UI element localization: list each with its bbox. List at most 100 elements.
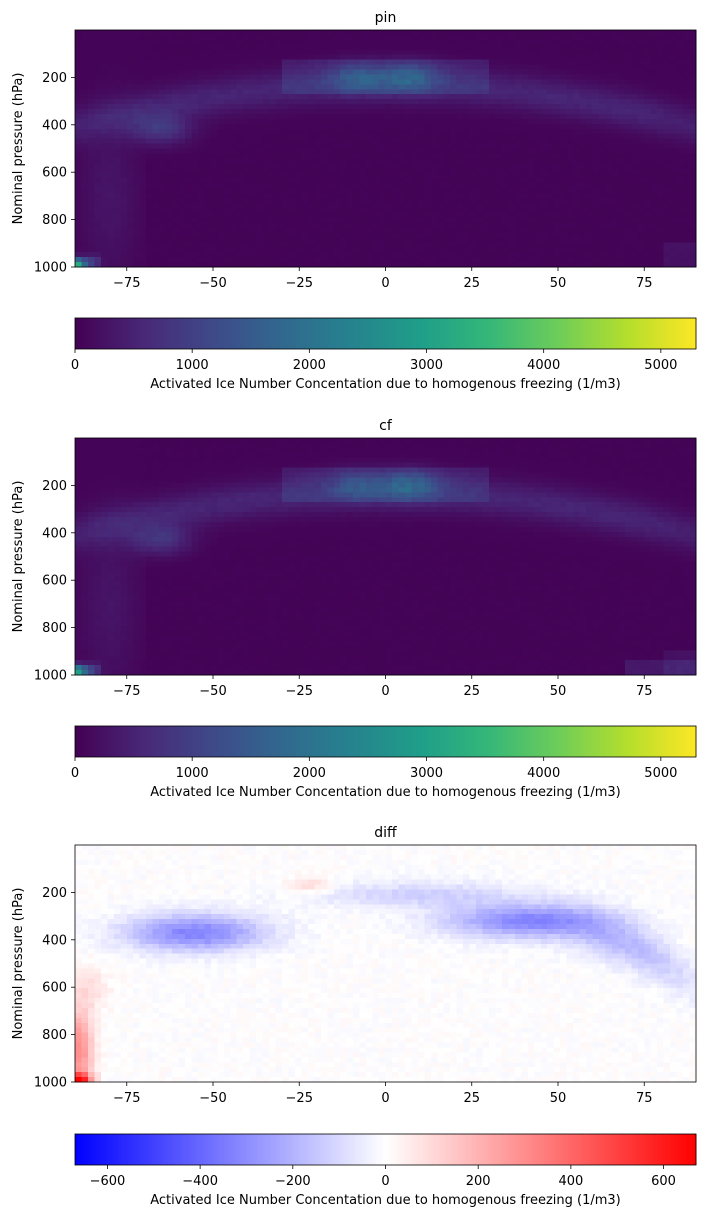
heatmap-cell bbox=[269, 217, 277, 224]
heatmap-cell bbox=[256, 44, 264, 51]
heatmap-cell bbox=[113, 104, 121, 110]
heatmap-cell bbox=[566, 237, 574, 243]
heatmap-cell bbox=[450, 59, 458, 66]
heatmap-cell bbox=[508, 89, 516, 95]
heatmap-cell bbox=[75, 605, 83, 612]
heatmap-cell bbox=[87, 123, 96, 130]
heatmap-cell bbox=[87, 143, 96, 150]
heatmap-cell bbox=[547, 257, 555, 263]
heatmap-cell bbox=[417, 197, 425, 204]
heatmap-cell bbox=[611, 242, 619, 248]
heatmap-cell bbox=[663, 84, 671, 90]
heatmap-cell bbox=[463, 232, 471, 238]
heatmap-cell bbox=[314, 64, 322, 71]
heatmap-cell bbox=[573, 237, 581, 243]
heatmap-cell bbox=[340, 197, 348, 204]
heatmap-cell bbox=[456, 39, 464, 46]
heatmap-cell bbox=[320, 168, 328, 174]
heatmap-cell bbox=[385, 197, 393, 204]
heatmap-cell bbox=[340, 148, 348, 155]
heatmap-cell bbox=[94, 183, 102, 189]
heatmap-cell bbox=[437, 84, 445, 90]
heatmap-cell bbox=[359, 34, 367, 41]
colorbar-swatch bbox=[637, 318, 641, 349]
heatmap-cell bbox=[443, 74, 451, 80]
heatmap-cell bbox=[501, 79, 510, 85]
heatmap-cell bbox=[333, 118, 341, 125]
heatmap-cell bbox=[184, 188, 193, 194]
colorbar-swatch bbox=[494, 318, 498, 349]
heatmap-cell bbox=[133, 128, 141, 135]
heatmap-cell bbox=[275, 183, 283, 189]
heatmap-cell bbox=[340, 39, 348, 46]
heatmap-cell bbox=[463, 109, 471, 115]
heatmap-cell bbox=[94, 438, 102, 444]
heatmap-cell bbox=[172, 217, 180, 224]
heatmap-cell bbox=[81, 89, 89, 95]
heatmap-cell bbox=[592, 222, 600, 229]
heatmap-cell bbox=[217, 94, 225, 100]
heatmap-cell bbox=[178, 54, 186, 61]
heatmap-cell bbox=[560, 237, 568, 243]
heatmap-cell bbox=[133, 113, 141, 120]
heatmap-cell bbox=[288, 217, 296, 224]
heatmap-cell bbox=[469, 192, 477, 199]
heatmap-cell bbox=[294, 133, 303, 140]
heatmap-cell bbox=[424, 118, 432, 125]
heatmap-cell bbox=[670, 94, 678, 100]
heatmap-cell bbox=[81, 34, 89, 41]
heatmap-cell bbox=[353, 84, 361, 90]
heatmap-cell bbox=[152, 99, 160, 105]
heatmap-cell bbox=[139, 89, 147, 95]
heatmap-cell bbox=[107, 247, 115, 253]
heatmap-cell bbox=[152, 178, 160, 184]
heatmap-cell bbox=[113, 64, 121, 71]
heatmap-cell bbox=[566, 34, 574, 41]
heatmap-cell bbox=[579, 168, 587, 174]
heatmap-cell bbox=[288, 158, 296, 164]
heatmap-cell bbox=[560, 197, 568, 204]
heatmap-cell bbox=[314, 99, 322, 105]
heatmap-cell bbox=[269, 158, 277, 164]
heatmap-cell bbox=[275, 64, 283, 71]
heatmap-cell bbox=[683, 109, 691, 115]
heatmap-cell bbox=[230, 252, 238, 258]
heatmap-cell bbox=[495, 173, 503, 179]
heatmap-cell bbox=[133, 188, 141, 194]
heatmap-cell bbox=[657, 188, 665, 194]
heatmap-cell bbox=[294, 202, 303, 209]
heatmap-cell bbox=[592, 54, 600, 61]
heatmap-cell bbox=[178, 153, 186, 159]
heatmap-cell bbox=[100, 69, 108, 76]
heatmap-cell bbox=[611, 44, 619, 51]
heatmap-cell bbox=[463, 212, 471, 219]
heatmap-cell bbox=[631, 237, 639, 243]
heatmap-cell bbox=[184, 128, 193, 135]
heatmap-cell bbox=[644, 237, 652, 243]
heatmap-cell bbox=[359, 94, 367, 100]
heatmap-cell bbox=[269, 168, 277, 174]
heatmap-cell bbox=[379, 192, 387, 199]
heatmap-cell bbox=[359, 54, 367, 61]
heatmap-cell bbox=[126, 222, 134, 229]
heatmap-cell bbox=[489, 79, 497, 85]
heatmap-cell bbox=[133, 212, 141, 219]
heatmap-cell bbox=[120, 247, 128, 253]
heatmap-cell bbox=[670, 30, 678, 36]
heatmap-cell bbox=[573, 242, 581, 248]
heatmap-cell bbox=[262, 202, 270, 209]
heatmap-cell bbox=[379, 109, 387, 115]
heatmap-cell bbox=[262, 163, 270, 169]
heatmap-cell bbox=[191, 197, 199, 204]
heatmap-cell bbox=[404, 257, 412, 263]
heatmap-cell bbox=[75, 660, 83, 666]
heatmap-cell bbox=[139, 202, 147, 209]
heatmap-cell bbox=[269, 59, 277, 66]
heatmap-cell bbox=[637, 79, 645, 85]
heatmap-cell bbox=[243, 89, 251, 95]
heatmap-cell bbox=[100, 89, 108, 95]
colorbar-swatch bbox=[509, 318, 514, 349]
heatmap-cell bbox=[450, 247, 458, 253]
heatmap-cell bbox=[243, 69, 251, 76]
heatmap-cell bbox=[379, 178, 387, 184]
